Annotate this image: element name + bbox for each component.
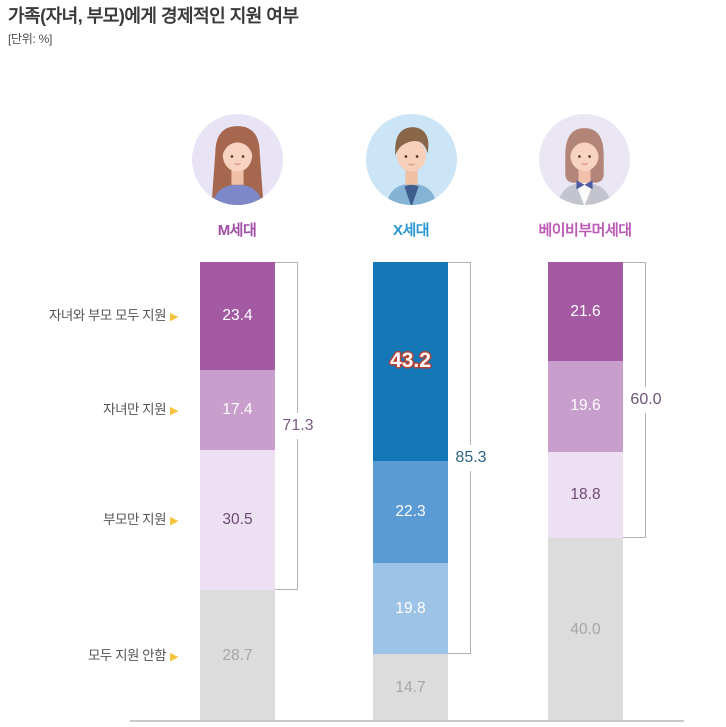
category-arrow-icon: ▶	[170, 310, 178, 323]
bar-segment: 19.8	[373, 563, 448, 655]
chart-baseline	[130, 720, 684, 722]
generation-label-m: M세대	[217, 222, 257, 239]
stacked-bar-m: 23.4 17.4 30.5 28.7	[200, 262, 275, 722]
avatar-older-woman-bob-hair-icon	[538, 113, 631, 206]
segment-value-label: 17.4	[222, 400, 253, 418]
bar-segment: 14.7	[373, 654, 448, 722]
category-label: 자녀만 지원 ▶	[0, 400, 178, 420]
category-label-text: 부모만 지원	[103, 511, 167, 527]
bar-segment: 28.7	[200, 589, 275, 722]
category-arrow-icon: ▶	[170, 650, 178, 663]
segment-value-label: 43.2	[390, 349, 431, 373]
bar-segment: 18.8	[548, 451, 623, 538]
category-arrow-icon: ▶	[170, 514, 178, 527]
segment-value-label: 30.5	[222, 510, 253, 528]
category-label-text: 자녀와 부모 모두 지원	[48, 307, 167, 323]
bar-segment: 30.5	[200, 449, 275, 590]
bar-segment: 21.6	[548, 262, 623, 362]
segment-value-label: 19.6	[570, 397, 601, 415]
page-title: 가족(자녀, 부모)에게 경제적인 지원 여부	[8, 6, 299, 26]
generation-label-babyboomer: 베이비부머세대	[538, 222, 632, 239]
segment-value-label: 28.7	[222, 646, 253, 664]
category-label: 부모만 지원 ▶	[0, 510, 178, 530]
stacked-bar-babyboomer: 21.6 19.6 18.8 40.0	[548, 262, 623, 722]
support-total-label-babyboomer: 60.0	[627, 387, 665, 413]
segment-value-label: 23.4	[222, 306, 253, 324]
generation-label-x: X세대	[392, 222, 430, 239]
bar-segment: 22.3	[373, 460, 448, 564]
unit-label: [단위: %]	[8, 32, 52, 46]
segment-value-label: 22.3	[395, 503, 426, 520]
bar-segment: 40.0	[548, 537, 623, 722]
support-total-label-m: 71.3	[279, 412, 317, 439]
segment-value-label: 21.6	[570, 302, 601, 320]
segment-value-label: 18.8	[570, 485, 601, 503]
category-arrow-icon: ▶	[170, 404, 178, 417]
segment-value-label: 40.0	[570, 620, 601, 638]
category-label-text: 자녀만 지원	[103, 401, 167, 417]
stacked-bar-x: 43.2 22.3 19.8 14.7	[373, 262, 448, 722]
avatar-young-woman-long-hair-icon	[191, 113, 284, 206]
bar-segment: 23.4	[200, 262, 275, 370]
avatar-middle-aged-man-icon	[365, 113, 458, 206]
bar-segment: 19.6	[548, 361, 623, 452]
category-label: 자녀와 부모 모두 지원 ▶	[0, 306, 179, 326]
bar-segment: 17.4	[200, 369, 275, 450]
segment-value-label: 14.7	[395, 679, 426, 697]
bar-segment: 43.2	[373, 262, 448, 461]
category-label: 모두 지원 안함 ▶	[0, 646, 178, 666]
segment-value-label: 19.8	[395, 599, 426, 617]
category-label-text: 모두 지원 안함	[88, 647, 167, 663]
support-total-label-x: 85.3	[452, 445, 490, 472]
